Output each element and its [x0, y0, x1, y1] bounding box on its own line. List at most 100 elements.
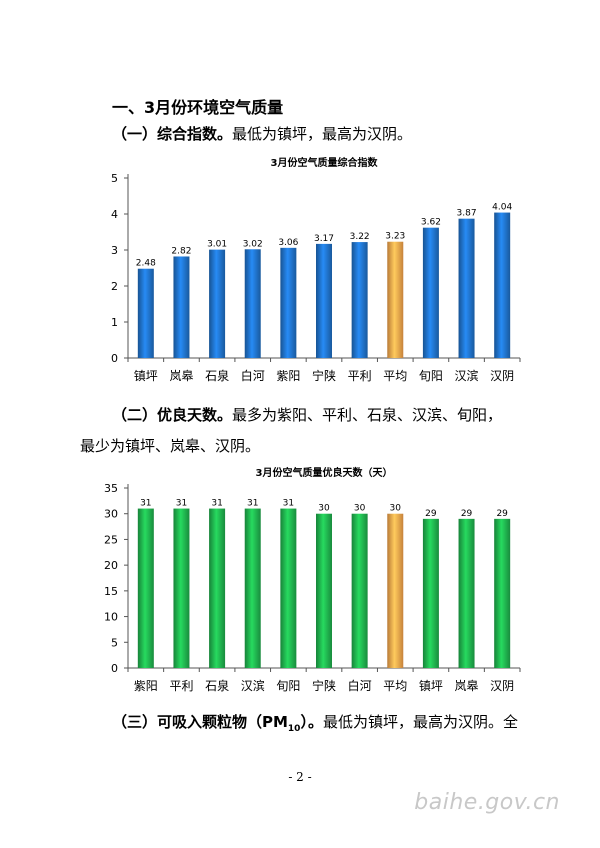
- data-label: 29: [461, 509, 473, 519]
- bar-石泉: [209, 508, 226, 668]
- data-label: 3.17: [314, 234, 334, 244]
- x-tick-label: 镇坪: [419, 679, 443, 693]
- x-tick-label: 紫阳: [276, 369, 300, 383]
- y-tick-label: 35: [104, 482, 118, 495]
- chart-title: 3月份空气质量综合指数: [271, 156, 379, 169]
- x-tick-label: 平利: [348, 369, 372, 383]
- bar-紫阳: [137, 508, 154, 668]
- y-tick-label: 30: [104, 508, 118, 521]
- data-label: 3.02: [243, 239, 263, 249]
- bar-汉滨: [458, 218, 475, 358]
- x-tick-label: 镇坪: [134, 369, 158, 383]
- bar-岚皋: [173, 256, 190, 358]
- bar-平均: [387, 513, 404, 668]
- x-tick-label: 白河: [348, 678, 372, 693]
- data-label: 3.87: [457, 209, 477, 219]
- data-label: 30: [390, 504, 402, 514]
- y-tick-label: 2: [111, 280, 118, 293]
- bar-平利: [351, 242, 368, 358]
- data-label: 31: [211, 499, 222, 509]
- bar-岚皋: [458, 518, 475, 668]
- paragraph-title-text: （三）可吸入颗粒物（PM: [112, 713, 288, 731]
- x-tick-label: 平均: [383, 369, 407, 383]
- bar-汉阴: [494, 212, 511, 358]
- pm10-subscript: 10: [287, 724, 301, 734]
- data-label: 31: [176, 499, 187, 509]
- x-tick-label: 平利: [169, 679, 193, 693]
- chart-title: 3月份空气质量优良天数（天）: [256, 466, 393, 479]
- data-label: 30: [354, 504, 366, 514]
- bar-旬阳: [422, 227, 439, 358]
- paragraph-pm10: （三）可吸入颗粒物（PM10）。最低为镇坪，最高为汉阴。全: [112, 707, 542, 745]
- watermark-logo: baihe.gov.cn: [414, 790, 560, 815]
- y-tick-label: 10: [104, 611, 118, 624]
- x-tick-label: 旬阳: [419, 369, 443, 383]
- x-tick-label: 旬阳: [276, 679, 300, 693]
- paragraph-text: 最少为镇坪、岚皋、汉阴。: [80, 437, 261, 455]
- bar-宁陕: [316, 243, 332, 358]
- x-tick-label: 石泉: [205, 369, 229, 383]
- data-label: 31: [247, 499, 258, 509]
- x-tick-label: 石泉: [205, 679, 229, 693]
- bar-宁陕: [316, 513, 332, 668]
- data-label: 3.01: [207, 240, 227, 250]
- x-tick-label: 汉阴: [490, 679, 514, 693]
- bar-平利: [173, 508, 190, 668]
- paragraph-good-days-continued: 最少为镇坪、岚皋、汉阴。: [80, 431, 260, 462]
- x-tick-label: 白河: [241, 368, 265, 383]
- bar-旬阳: [280, 508, 297, 668]
- x-tick-label: 宁陕: [312, 678, 336, 693]
- y-tick-label: 5: [111, 172, 118, 185]
- paragraph-title: （一）综合指数。: [112, 125, 233, 143]
- x-tick-label: 岚皋: [169, 368, 193, 383]
- bar-汉阴: [494, 518, 511, 668]
- y-tick-label: 0: [111, 352, 118, 365]
- bar-镇坪: [422, 518, 439, 668]
- x-tick-label: 紫阳: [134, 679, 158, 693]
- section-heading: 一、3月份环境空气质量: [112, 98, 284, 117]
- paragraph-title: （二）优良天数。: [112, 406, 233, 424]
- x-tick-label: 汉阴: [490, 369, 514, 383]
- x-tick-label: 汉滨: [455, 368, 479, 383]
- x-tick-label: 平均: [383, 679, 407, 693]
- x-tick-label: 汉滨: [241, 678, 265, 693]
- page-number: - 2 -: [288, 770, 312, 784]
- data-label: 3.22: [350, 232, 370, 242]
- data-label: 2.82: [171, 246, 191, 256]
- paragraph-good-days: （二）优良天数。最多为紫阳、平利、石泉、汉滨、旬阳，: [112, 400, 532, 431]
- y-tick-label: 25: [104, 533, 118, 546]
- data-label: 31: [140, 499, 151, 509]
- data-label: 3.62: [421, 218, 441, 228]
- data-label: 3.06: [278, 238, 298, 248]
- bar-紫阳: [280, 247, 297, 358]
- data-label: 29: [425, 509, 437, 519]
- paragraph-composite-index: （一）综合指数。最低为镇坪，最高为汉阴。: [112, 119, 412, 150]
- good-days-chart: 3月份空气质量优良天数（天） 0 5 10 15 20 25 30 35 31 紫阳 31 平利 31 石泉…: [104, 466, 521, 693]
- bar-汉滨: [244, 508, 261, 668]
- data-label: 4.04: [492, 203, 512, 213]
- bar-白河: [244, 249, 261, 358]
- y-tick-label: 20: [104, 559, 118, 572]
- data-label: 29: [496, 509, 508, 519]
- paragraph-text: 最低为镇坪，最高为汉阴。全: [322, 713, 518, 731]
- bar-白河: [351, 513, 368, 668]
- bar-平均: [387, 241, 404, 358]
- data-label: 31: [283, 499, 294, 509]
- paragraph-text: 最低为镇坪，最高为汉阴。: [232, 125, 413, 143]
- paragraph-text: 最多为紫阳、平利、石泉、汉滨、旬阳，: [232, 406, 503, 424]
- paragraph-title: （三）可吸入颗粒物（PM10）。: [112, 713, 323, 734]
- x-tick-label: 宁陕: [312, 368, 336, 383]
- bar-镇坪: [137, 268, 154, 358]
- y-tick-label: 3: [111, 244, 118, 257]
- data-label: 30: [318, 504, 330, 514]
- x-tick-label: 岚皋: [455, 678, 479, 693]
- paragraph-title-end: ）。: [300, 713, 323, 731]
- composite-index-chart: 3月份空气质量综合指数 0 1 2 3 4 5 2.48 镇坪 2.82 岚皋 3.01 石泉 3.02 白…: [111, 156, 521, 383]
- y-tick-label: 1: [111, 316, 118, 329]
- data-label: 2.48: [136, 259, 156, 269]
- y-tick-label: 5: [111, 636, 118, 649]
- y-tick-label: 0: [111, 662, 118, 675]
- y-tick-label: 15: [104, 585, 118, 598]
- bar-石泉: [209, 249, 226, 358]
- data-label: 3.23: [385, 232, 405, 242]
